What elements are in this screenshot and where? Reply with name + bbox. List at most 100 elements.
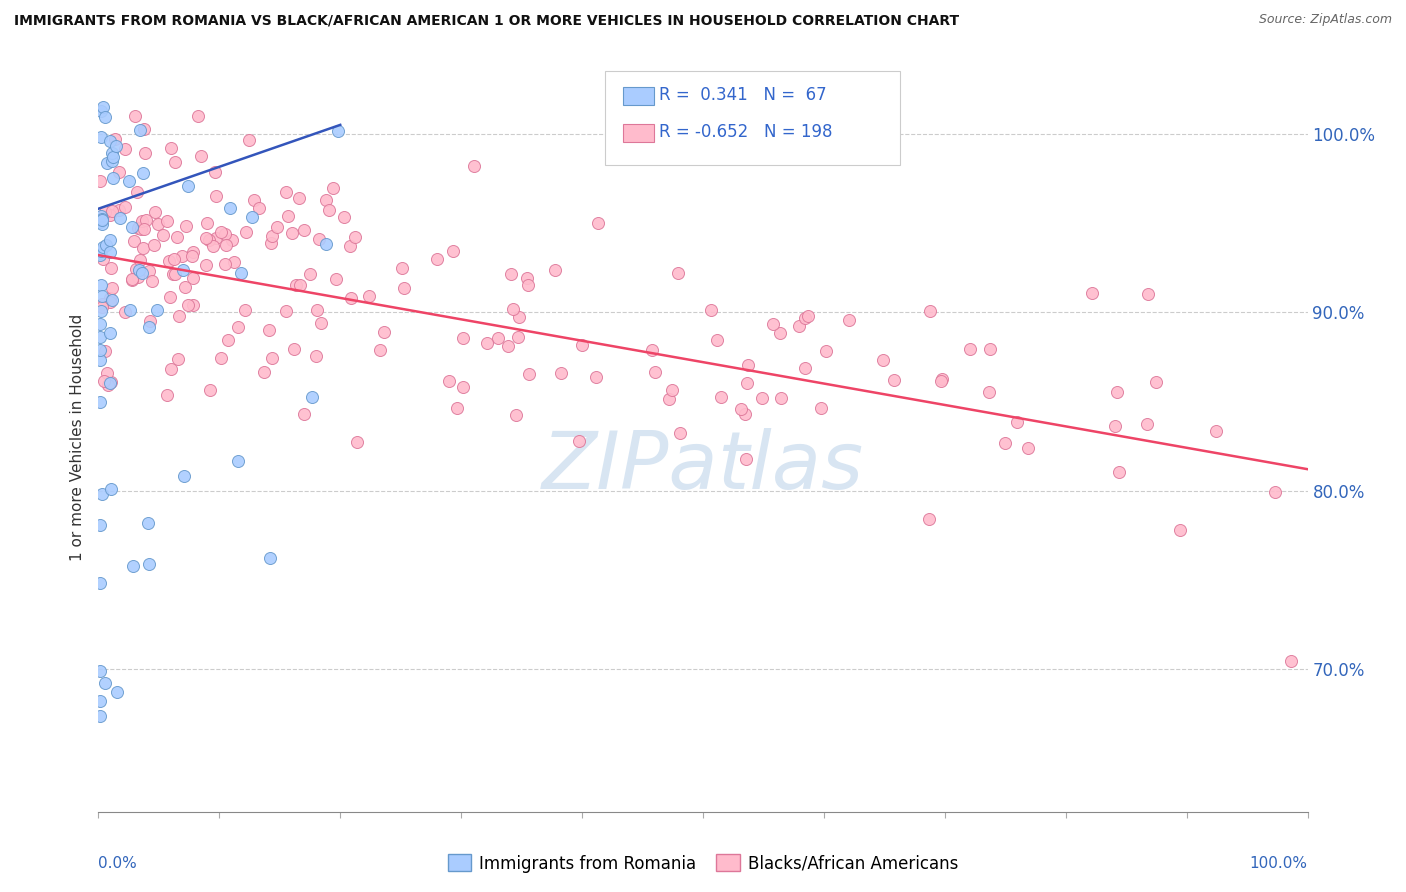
Point [979, 342, 1001, 356]
Point [127, 221, 149, 235]
Point [883, 373, 905, 387]
Point [260, 229, 283, 244]
Point [134, 222, 156, 236]
Point [288, 192, 311, 206]
Point [101, 204, 124, 219]
Point [305, 303, 328, 318]
Point [838, 313, 860, 327]
Point [477, 336, 499, 351]
Point [166, 230, 188, 244]
Point [1104, 419, 1126, 434]
Point [90, 304, 112, 318]
Point [157, 254, 180, 268]
Point [735, 376, 758, 390]
Point [292, 407, 315, 421]
Point [292, 223, 315, 237]
Point [146, 303, 169, 318]
Point [138, 264, 160, 278]
Point [90, 217, 112, 231]
Point [98, 244, 121, 259]
Point [100, 145, 122, 160]
Point [1168, 523, 1191, 537]
Point [165, 155, 187, 169]
Point [156, 213, 179, 227]
Point [259, 550, 281, 565]
Point [437, 374, 460, 388]
Point [187, 109, 209, 123]
Point [91, 252, 114, 266]
Point [146, 217, 169, 231]
Point [217, 333, 239, 347]
Point [198, 384, 221, 398]
Point [505, 409, 527, 423]
Point [93, 675, 115, 690]
Point [959, 342, 981, 356]
Point [276, 303, 298, 318]
Point [93, 375, 115, 389]
Point [585, 370, 607, 384]
Point [90, 103, 112, 118]
Point [91, 212, 114, 227]
Text: 100.0%: 100.0% [1250, 856, 1308, 871]
Point [260, 351, 283, 365]
Point [103, 150, 125, 164]
Point [301, 390, 323, 404]
Point [131, 267, 153, 281]
Point [231, 266, 253, 280]
Point [214, 227, 236, 242]
Point [1007, 416, 1029, 430]
Point [181, 249, 204, 263]
Point [994, 436, 1017, 450]
Point [152, 228, 174, 243]
Point [91, 212, 114, 227]
Point [128, 263, 150, 277]
Point [1081, 285, 1104, 300]
Point [501, 267, 523, 281]
Point [91, 289, 114, 303]
Point [121, 272, 143, 286]
Point [90, 278, 112, 293]
Point [89, 664, 111, 678]
Point [253, 365, 276, 379]
Point [1017, 441, 1039, 455]
Point [141, 274, 163, 288]
Point [89, 174, 111, 188]
Point [669, 425, 692, 440]
Point [138, 516, 160, 531]
Point [94, 238, 117, 252]
Point [89, 248, 111, 262]
Point [143, 205, 166, 219]
Point [98, 233, 121, 247]
Point [787, 318, 810, 333]
Point [309, 316, 332, 330]
Point [90, 296, 112, 310]
Point [170, 249, 193, 263]
Point [135, 213, 157, 227]
Point [1144, 375, 1167, 389]
Point [228, 454, 250, 468]
Point [162, 267, 184, 281]
Point [160, 361, 183, 376]
Point [181, 271, 204, 285]
Point [224, 254, 246, 268]
Point [426, 252, 449, 267]
Point [486, 331, 509, 345]
Point [391, 260, 413, 275]
Legend: Immigrants from Romania, Blacks/African Americans: Immigrants from Romania, Blacks/African … [441, 847, 965, 880]
Point [134, 145, 156, 160]
Point [124, 109, 146, 123]
Point [339, 238, 361, 252]
Point [101, 293, 124, 307]
Point [666, 266, 689, 280]
Point [441, 244, 464, 259]
Point [979, 384, 1001, 399]
Point [305, 349, 328, 363]
Point [453, 380, 475, 394]
Point [209, 351, 232, 365]
Point [918, 511, 941, 525]
Point [114, 305, 136, 319]
Point [117, 174, 139, 188]
Point [392, 281, 415, 295]
Point [129, 122, 152, 136]
Point [160, 141, 183, 155]
